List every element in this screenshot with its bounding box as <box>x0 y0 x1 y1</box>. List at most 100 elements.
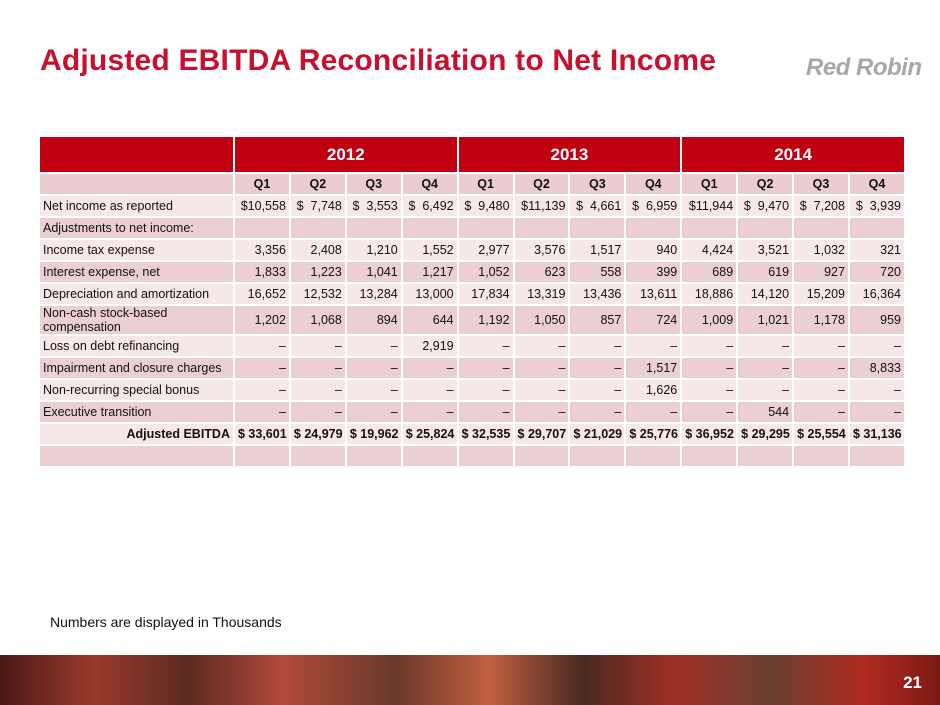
quarter-header: Q2 <box>738 174 793 194</box>
value-cell: 16,364 <box>849 284 904 304</box>
row-label: Impairment and closure charges <box>40 358 233 378</box>
value-cell: – <box>514 336 569 356</box>
value-cell: – <box>235 380 289 400</box>
value-cell: 644 <box>402 306 457 334</box>
value-cell: 13,611 <box>626 284 681 304</box>
value-cell: 16,652 <box>235 284 289 304</box>
value-cell: $ 21,029 <box>570 424 625 444</box>
value-cell: $ 6,959 <box>626 196 681 216</box>
value-cell: – <box>290 402 345 422</box>
value-cell: – <box>849 402 904 422</box>
value-cell: 321 <box>849 240 904 260</box>
value-cell: $ 32,535 <box>458 424 513 444</box>
value-cell: 1,210 <box>346 240 401 260</box>
logo: Red Robin <box>806 54 922 81</box>
value-cell: 399 <box>626 262 681 282</box>
row-label: Adjusted EBITDA <box>40 424 233 444</box>
quarter-header: Q3 <box>346 174 401 194</box>
empty-cell <box>40 446 233 466</box>
row-label: Loss on debt refinancing <box>40 336 233 356</box>
value-cell: – <box>458 380 513 400</box>
value-cell: 894 <box>346 306 401 334</box>
value-cell: 13,284 <box>346 284 401 304</box>
row-label: Non-cash stock-based compensation <box>40 306 233 334</box>
value-cell: – <box>682 358 737 378</box>
row-label: Executive transition <box>40 402 233 422</box>
value-cell: – <box>626 402 681 422</box>
value-cell: – <box>458 402 513 422</box>
value-cell: 17,834 <box>458 284 513 304</box>
value-cell: – <box>290 358 345 378</box>
row-label: Non-recurring special bonus <box>40 380 233 400</box>
value-cell: 558 <box>570 262 625 282</box>
value-cell: 1,021 <box>738 306 793 334</box>
value-cell: – <box>794 358 848 378</box>
value-cell: 1,202 <box>235 306 289 334</box>
value-cell: $ 19,962 <box>346 424 401 444</box>
quarter-header: Q4 <box>402 174 457 194</box>
empty-cell <box>570 218 625 238</box>
value-cell: $ 25,554 <box>794 424 848 444</box>
quarter-header: Q3 <box>794 174 848 194</box>
row-label: Depreciation and amortization <box>40 284 233 304</box>
value-cell: – <box>346 402 401 422</box>
value-cell: – <box>514 402 569 422</box>
value-cell: $ 9,470 <box>738 196 793 216</box>
value-cell: – <box>682 336 737 356</box>
row-label: Interest expense, net <box>40 262 233 282</box>
value-cell: $ 33,601 <box>235 424 289 444</box>
value-cell: 623 <box>514 262 569 282</box>
page-number: 21 <box>903 673 922 692</box>
value-cell: – <box>235 336 289 356</box>
value-cell: 619 <box>738 262 793 282</box>
empty-cell <box>682 446 737 466</box>
value-cell: – <box>570 380 625 400</box>
value-cell: $ 3,553 <box>346 196 401 216</box>
empty-cell <box>402 446 457 466</box>
value-cell: – <box>738 336 793 356</box>
value-cell: 1,050 <box>514 306 569 334</box>
value-cell: – <box>570 336 625 356</box>
value-cell: – <box>346 336 401 356</box>
value-cell: 724 <box>626 306 681 334</box>
table-row: Adjusted EBITDA $ 33,601 $ 24,979 $ 19,962 $… <box>40 424 904 444</box>
year-header: 2014 <box>682 137 904 172</box>
value-cell: 14,120 <box>738 284 793 304</box>
value-cell: – <box>402 380 457 400</box>
value-cell: $ 24,979 <box>290 424 345 444</box>
value-cell: $10,558 <box>235 196 289 216</box>
empty-cell <box>346 218 401 238</box>
value-cell: – <box>682 402 737 422</box>
value-cell: 959 <box>849 306 904 334</box>
value-cell: – <box>346 358 401 378</box>
value-cell: – <box>570 402 625 422</box>
value-cell: $ 25,824 <box>402 424 457 444</box>
value-cell: – <box>794 402 848 422</box>
empty-cell <box>514 218 569 238</box>
value-cell: 13,319 <box>514 284 569 304</box>
value-cell: $ 3,939 <box>849 196 904 216</box>
value-cell: 857 <box>570 306 625 334</box>
value-cell: $ 6,492 <box>402 196 457 216</box>
empty-cell <box>626 446 681 466</box>
footnote: Numbers are displayed in Thousands <box>50 614 282 630</box>
table-row: Net income as reported $10,558 $ 7,748 $ 3,… <box>40 196 904 216</box>
value-cell: – <box>514 380 569 400</box>
value-cell: 1,068 <box>290 306 345 334</box>
row-label: Adjustments to net income: <box>40 218 233 238</box>
table-row: Loss on debt refinancing – – –2,919– – – – – – – – <box>40 336 904 356</box>
empty-cell <box>290 446 345 466</box>
blank-row <box>40 446 904 466</box>
value-cell: 4,424 <box>682 240 737 260</box>
empty-cell <box>682 218 737 238</box>
value-cell: $ 7,748 <box>290 196 345 216</box>
value-cell: $ 29,295 <box>738 424 793 444</box>
value-cell: – <box>570 358 625 378</box>
value-cell: 18,886 <box>682 284 737 304</box>
value-cell: – <box>794 336 848 356</box>
empty-cell <box>794 446 848 466</box>
value-cell: $ 7,208 <box>794 196 848 216</box>
quarter-row: Q1 Q2 Q3 Q4 Q1 Q2 Q3 Q4 Q1 Q2 Q3 Q4 <box>40 174 904 194</box>
year-header: 2012 <box>235 137 457 172</box>
